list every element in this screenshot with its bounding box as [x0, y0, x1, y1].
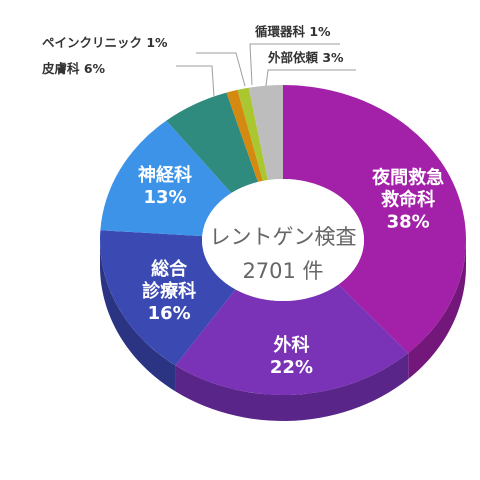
slice-label-7: 外部依頼 3% [267, 50, 344, 65]
slice-label-0-line-0: 夜間救急 [371, 166, 444, 188]
slice-4 [166, 92, 258, 193]
slice-label-5: ペインクリニック 1% [42, 35, 168, 50]
slice-label-1-line-0: 外科 [273, 334, 309, 356]
slice-6 [237, 87, 268, 181]
slice-side-1 [175, 352, 409, 421]
slice-0 [283, 85, 466, 353]
slice-label-2-line-0: 総合 [151, 258, 188, 280]
slice-1 [175, 284, 409, 395]
slice-label-4: 皮膚科 6% [41, 61, 106, 76]
slice-side-0 [408, 240, 466, 379]
leader-lines [176, 43, 356, 98]
slice-label-2-line-1: 診療科 [142, 280, 196, 302]
slice-7 [248, 85, 283, 181]
center-count: 2701 件 [242, 259, 323, 283]
leader-line-7 [265, 69, 356, 87]
leader-line-5 [196, 52, 246, 87]
slice-label-1-line-1: 22% [270, 357, 313, 378]
slice-label-3-line-1: 13% [143, 187, 186, 208]
slice-label-0-line-1: 救命科 [381, 188, 435, 210]
donut-hole [202, 179, 364, 301]
slice-side-2 [100, 240, 176, 392]
slice-label-0-line-2: 38% [387, 211, 430, 232]
center-title: レントゲン検査 [210, 225, 357, 249]
slice-label-6: 循環器科 1% [255, 24, 331, 39]
slice-5 [226, 89, 263, 182]
slice-label-2-line-2: 16% [148, 303, 191, 324]
leader-line-4 [176, 65, 215, 98]
slice-2 [99, 230, 236, 366]
slice-3 [100, 120, 232, 237]
donut-slices [99, 85, 466, 395]
donut-3d-sides [100, 240, 466, 421]
slice-label-3-line-0: 神経科 [138, 164, 192, 186]
leader-line-6 [249, 43, 340, 86]
